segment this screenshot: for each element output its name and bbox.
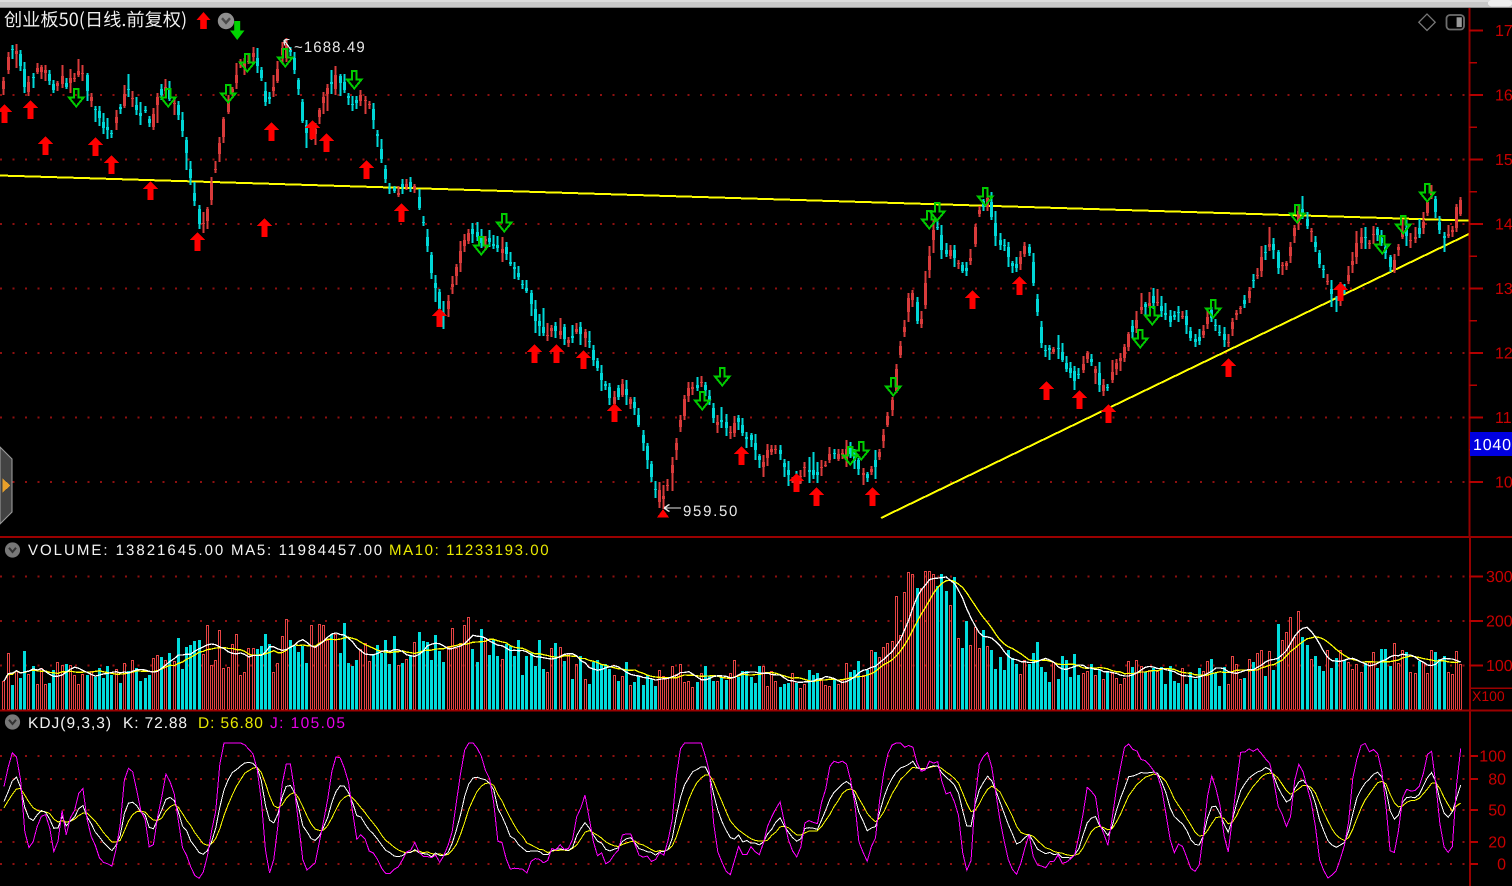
svg-text:0: 0 [1497,857,1506,874]
svg-text:1000: 1000 [1495,475,1512,492]
svg-text:1000: 1000 [1486,658,1512,675]
svg-text:100: 100 [1479,749,1506,766]
svg-text:80: 80 [1488,772,1506,789]
svg-text:X100: X100 [1472,688,1505,704]
svg-text:1300: 1300 [1495,281,1512,298]
svg-text:1500: 1500 [1495,152,1512,169]
svg-text:KDJ(9,3,3): KDJ(9,3,3) [28,715,112,732]
svg-text:D: 56.80: D: 56.80 [198,715,264,732]
svg-text:1200: 1200 [1495,346,1512,363]
svg-text:VOLUME: 13821645.00: VOLUME: 13821645.00 [28,542,225,559]
svg-text:3000: 3000 [1486,569,1512,586]
svg-text:1040.: 1040. [1473,437,1512,454]
svg-text:MA10: 11233193.00: MA10: 11233193.00 [389,542,550,559]
svg-text:MA5: 11984457.00: MA5: 11984457.00 [231,542,384,559]
svg-text:K: 72.88: K: 72.88 [123,715,188,732]
svg-text:J: 105.05: J: 105.05 [270,715,346,732]
svg-text:50: 50 [1488,803,1506,820]
svg-text:1600: 1600 [1495,88,1512,105]
svg-text:~1688.49: ~1688.49 [294,39,366,56]
svg-text:2000: 2000 [1486,614,1512,631]
svg-text:1100: 1100 [1495,410,1512,427]
svg-text:20: 20 [1488,835,1506,852]
svg-text:959.50: 959.50 [683,503,739,520]
svg-text:1400: 1400 [1495,217,1512,234]
svg-text:1700: 1700 [1495,23,1512,40]
